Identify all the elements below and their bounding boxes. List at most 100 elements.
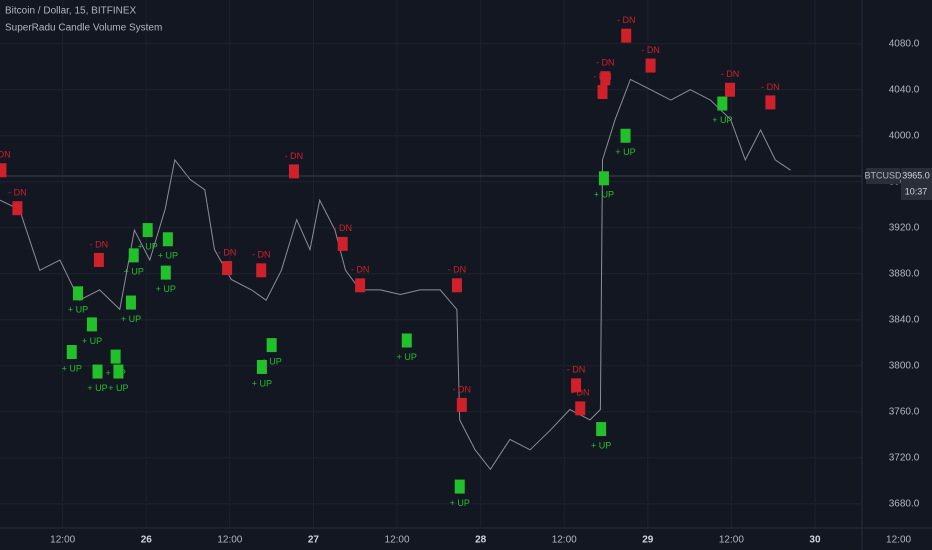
down-signal [12, 201, 23, 216]
up-signal [86, 317, 97, 332]
down-signal-label: - DN [617, 15, 636, 25]
price-line [0, 78, 791, 471]
down-signal-label: - DN [218, 247, 237, 257]
y-tick-label: 4040.0 [889, 84, 920, 95]
down-signal-label: - DN [285, 151, 304, 161]
up-signal-label: + UP [594, 190, 614, 200]
down-signal [597, 85, 608, 100]
down-signal-label: - DN [596, 58, 615, 68]
down-signal [456, 397, 467, 412]
up-signal-label: + UP [591, 440, 611, 450]
y-tick-label: 3760.0 [889, 406, 920, 417]
down-signal [451, 278, 462, 293]
up-signal-label: + UP [121, 314, 141, 324]
down-signal-label: - DN [453, 384, 472, 394]
symbol-tag-label: BTCUSD [864, 170, 902, 180]
down-signal [256, 263, 267, 278]
up-signal [160, 265, 171, 280]
last-price-tag [901, 168, 932, 200]
down-signal [288, 164, 299, 179]
down-signal-label: - DN [0, 150, 11, 160]
up-signal-label: + UP [615, 147, 635, 157]
down-signal [621, 28, 632, 43]
down-signal-label: - DN [90, 239, 109, 249]
y-tick-label: 3920.0 [889, 222, 920, 233]
down-signal [93, 252, 104, 267]
x-tick-label: 28 [475, 535, 487, 546]
y-tick-label: 4000.0 [889, 130, 920, 141]
price-axis [862, 0, 932, 528]
down-signal-label: - DN [641, 45, 660, 55]
countdown-label: 10:37 [905, 186, 928, 196]
x-tick-label: 12:00 [385, 535, 410, 546]
up-signal [401, 333, 412, 348]
up-signal-label: + UP [262, 356, 282, 366]
x-tick-label: 12:00 [50, 535, 75, 546]
down-signal [355, 278, 366, 293]
up-signal-label: + UP [124, 267, 144, 277]
up-signal [598, 171, 609, 186]
up-signal-label: + UP [62, 363, 82, 373]
up-signal-label: + UP [397, 352, 417, 362]
x-tick-label: 26 [141, 535, 153, 546]
up-signal [73, 286, 84, 301]
down-signal [724, 82, 735, 97]
down-signal [337, 236, 348, 251]
up-signal [92, 364, 103, 379]
up-signal [596, 422, 607, 437]
x-tick-label: 12:00 [552, 535, 577, 546]
up-signal [113, 364, 124, 379]
x-tick-label: 12:00 [719, 535, 744, 546]
x-tick-label: 27 [308, 535, 320, 546]
up-signal [128, 248, 139, 263]
chart-title: Bitcoin / Dollar, 15, BITFINEX [5, 6, 136, 17]
y-tick-label: 3720.0 [889, 452, 920, 463]
y-tick-label: 3840.0 [889, 314, 920, 325]
down-signal-label: - DN [333, 223, 352, 233]
x-tick-label: 30 [809, 535, 821, 546]
down-signal [645, 58, 656, 73]
down-signal-label: - DN [252, 250, 271, 260]
down-signal-label: - DN [761, 82, 780, 92]
up-signal [620, 128, 631, 143]
down-signal [222, 261, 233, 276]
up-signal-label: + UP [138, 241, 158, 251]
up-signal-label: + UP [108, 383, 128, 393]
down-signal [0, 163, 7, 178]
y-tick-label: 4080.0 [889, 38, 920, 49]
up-signal [110, 349, 121, 364]
down-signal [571, 378, 582, 393]
symbol-tag [866, 168, 900, 184]
up-signal-label: + UP [68, 305, 88, 315]
up-signal-label: + UP [82, 336, 102, 346]
up-signal [66, 345, 77, 359]
chart-subtitle: SuperRadu Candle Volume System [5, 23, 162, 34]
down-signal [575, 401, 586, 416]
up-signal [125, 295, 136, 310]
up-signal [717, 96, 728, 111]
down-signal [765, 95, 776, 110]
down-signal-label: - DN [351, 265, 370, 275]
x-tick-label: 12:00 [886, 535, 911, 546]
up-signal-label: + UP [156, 284, 176, 294]
last-price-label: 3965.0 [902, 170, 930, 180]
down-signal [600, 71, 611, 86]
down-signal-label: - DN [567, 365, 586, 375]
up-signal [266, 338, 277, 353]
up-signal-label: + UP [158, 251, 178, 261]
up-signal-label: + UP [712, 115, 732, 125]
y-tick-label: 3680.0 [889, 498, 920, 509]
down-signal-label: - DN [448, 265, 467, 275]
x-tick-label: 29 [642, 535, 654, 546]
up-signal-label: + UP [87, 383, 107, 393]
up-signal [142, 223, 153, 238]
y-tick-label: 3800.0 [889, 360, 920, 371]
down-signal-label: - DN [8, 188, 27, 198]
down-signal-label: - DN [571, 388, 590, 398]
x-tick-label: 12:00 [217, 535, 242, 546]
up-signal-label: + UP [450, 498, 470, 508]
y-tick-label: 3880.0 [889, 268, 920, 279]
down-signal-label: - DN [721, 69, 740, 79]
